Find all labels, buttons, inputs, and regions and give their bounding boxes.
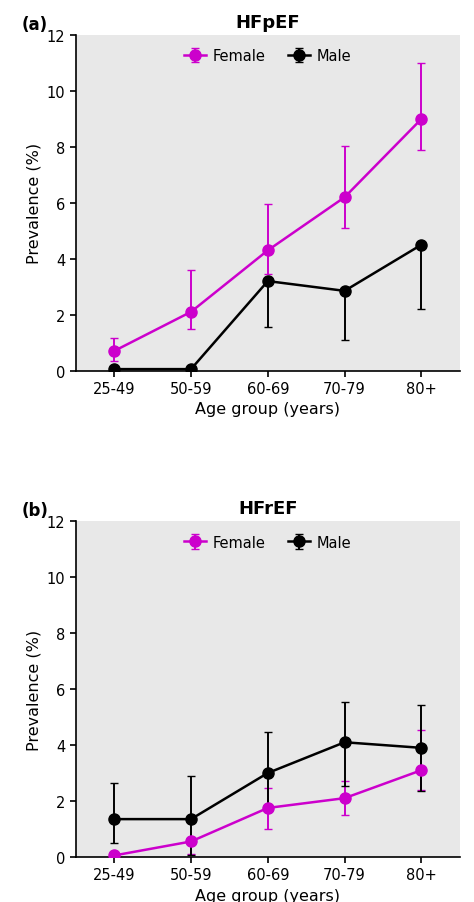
Title: HFrEF: HFrEF (238, 500, 298, 518)
Y-axis label: Prevalence (%): Prevalence (%) (26, 143, 41, 264)
X-axis label: Age group (years): Age group (years) (195, 402, 340, 417)
Text: (b): (b) (22, 502, 49, 520)
Text: (a): (a) (22, 16, 48, 34)
Y-axis label: Prevalence (%): Prevalence (%) (26, 629, 41, 750)
Legend: Female, Male: Female, Male (178, 43, 357, 70)
Legend: Female, Male: Female, Male (178, 529, 357, 556)
X-axis label: Age group (years): Age group (years) (195, 888, 340, 902)
Title: HFpEF: HFpEF (236, 14, 300, 32)
